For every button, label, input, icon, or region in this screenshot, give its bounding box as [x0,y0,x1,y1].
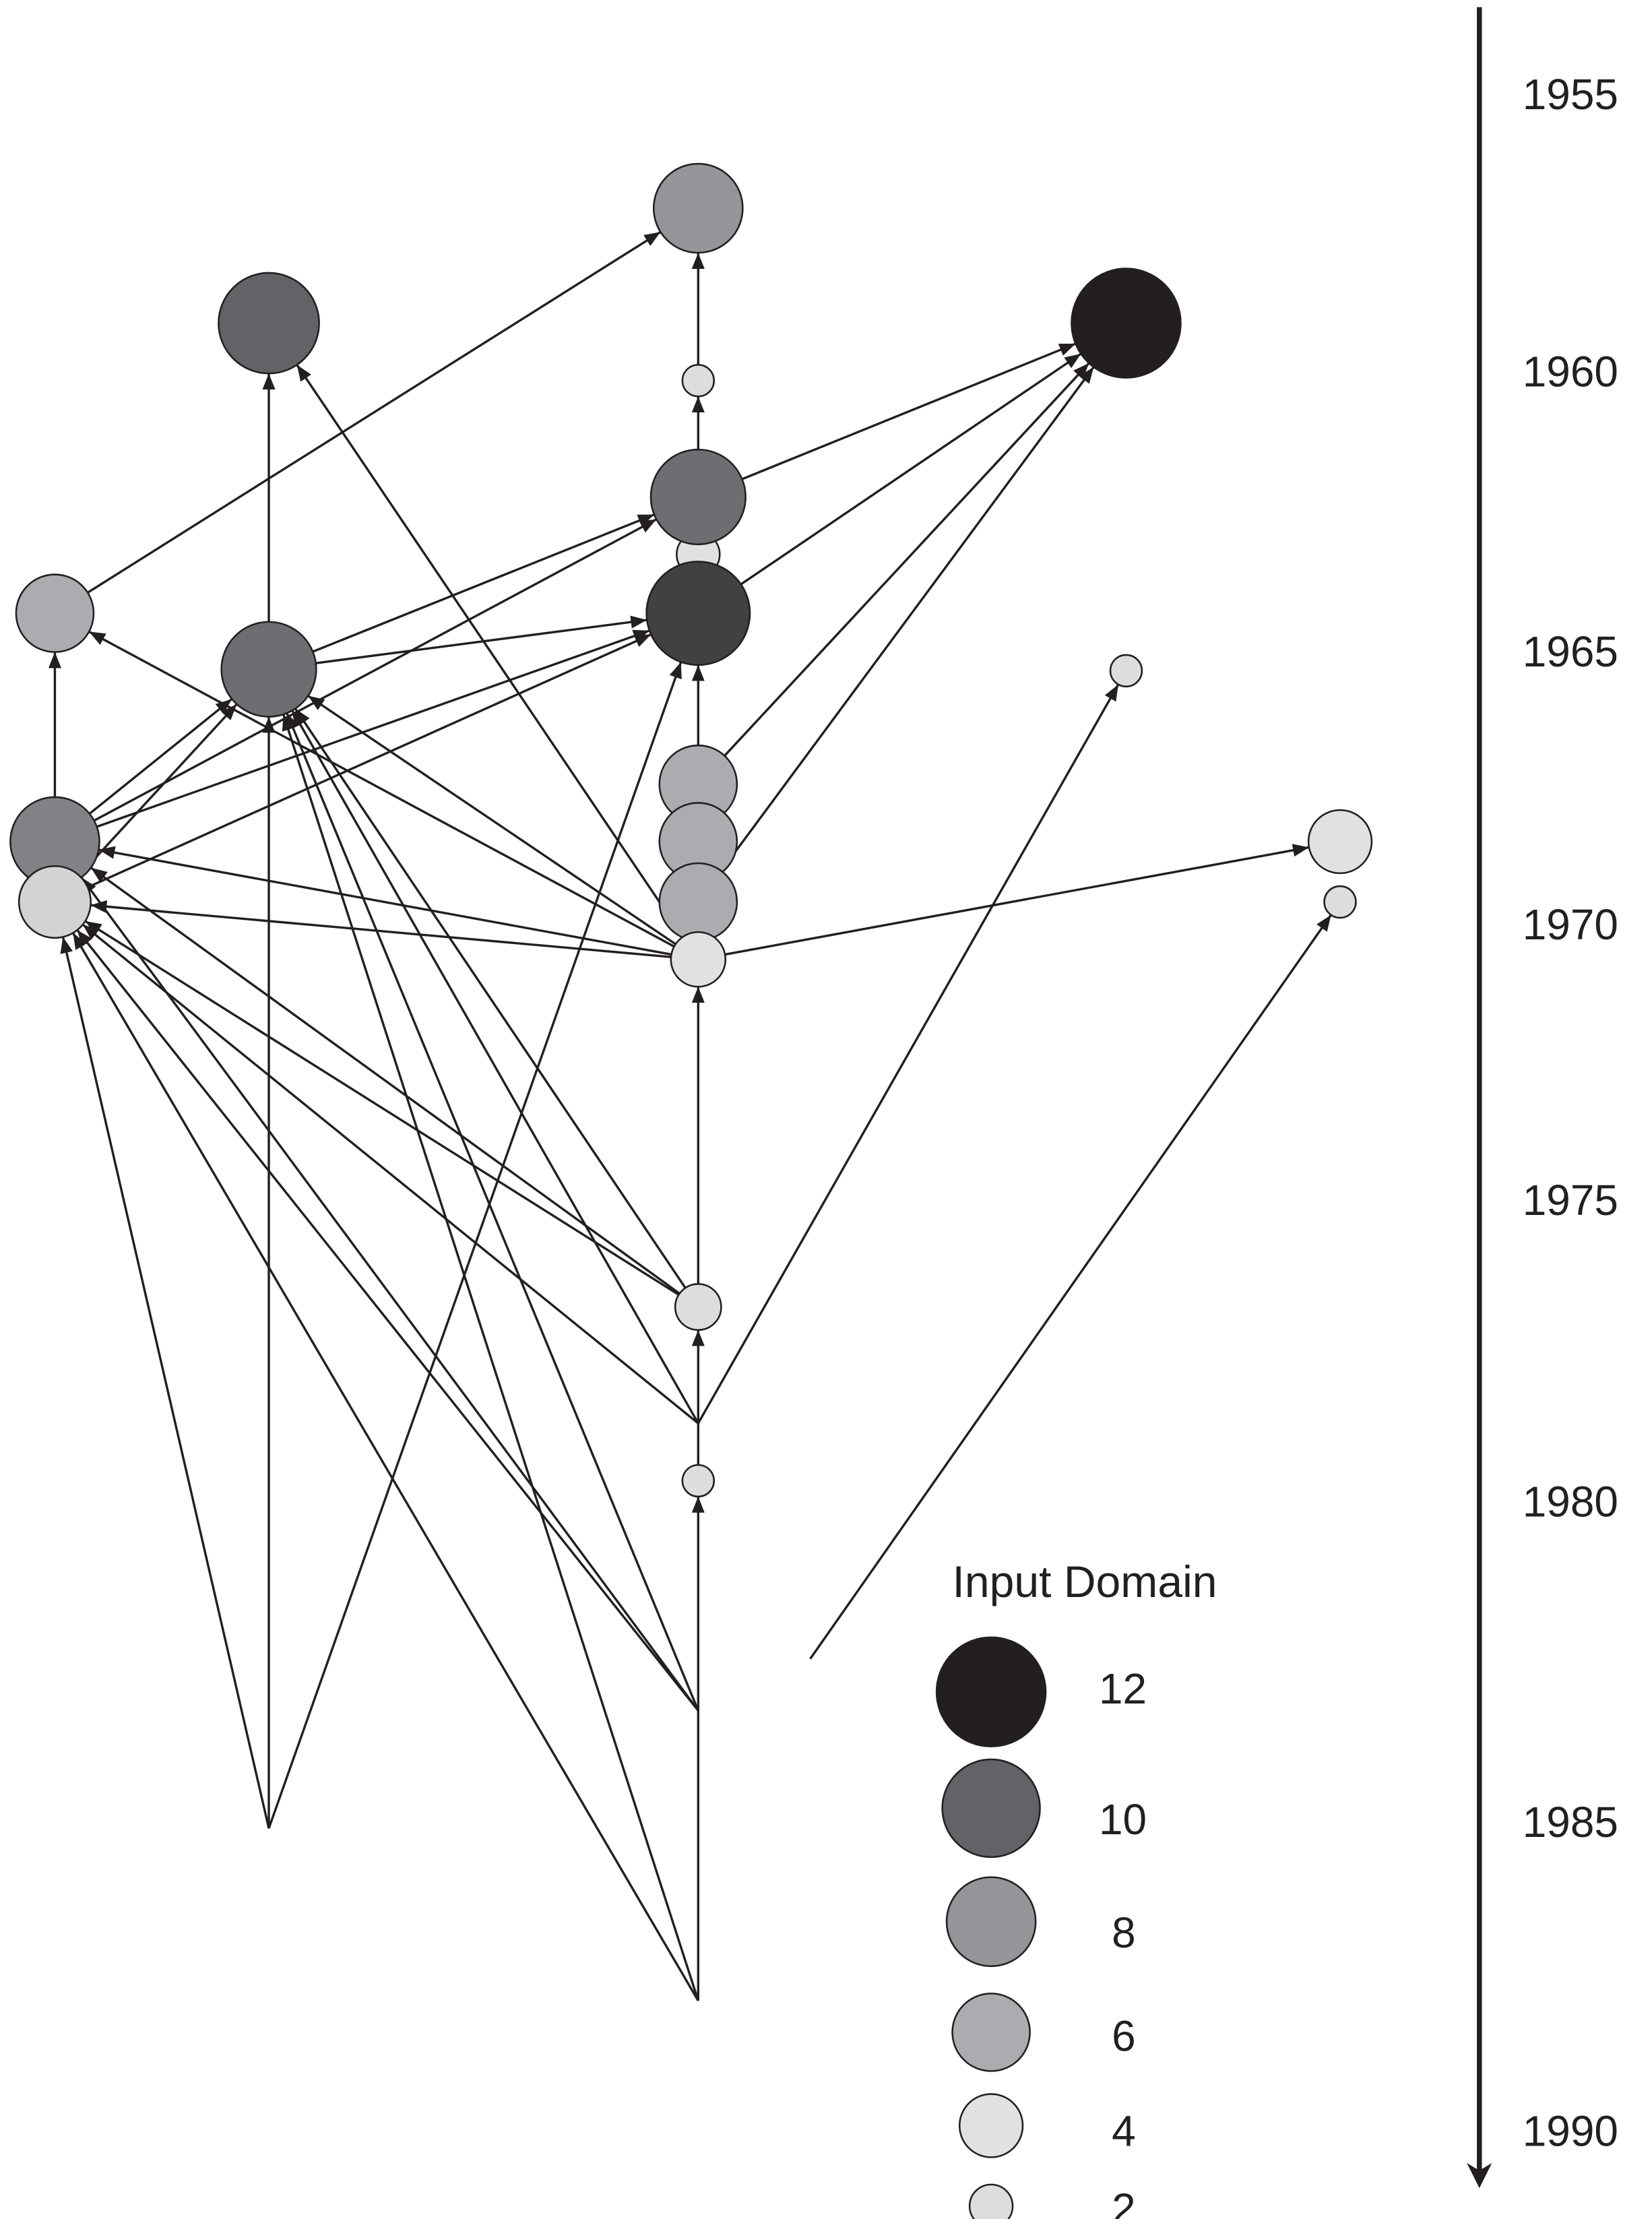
legend-label: 12 [1099,1664,1147,1713]
edge-X2-M [80,877,699,1712]
node-C [1071,268,1182,379]
edge-X3-G [267,661,682,1829]
edge-M-E [93,518,658,822]
edge-O-C [720,366,1095,872]
edge-X1-P [82,923,699,1425]
edge-E-C [741,342,1077,480]
edge-R-I [307,695,676,945]
edge-R-M [98,846,672,956]
legend-label: 6 [1112,2012,1136,2061]
timeline: 1955 1960 1965 1970 1975 1980 1985 1990 [1467,7,1618,2189]
edge-X2-I [286,712,699,1712]
legend-swatch-8 [945,1876,1037,1968]
edge-X3-P [60,937,270,1829]
node-R [670,931,727,988]
node-B [218,272,320,375]
legend-swatch-6 [951,1993,1031,2072]
edge-X4-P [71,932,699,2001]
legend-label: 8 [1112,1908,1136,1957]
legend-swatch-12 [935,1636,1047,1748]
edge-M-I [88,698,233,815]
edge-S-I [294,708,687,1289]
legend-label: 4 [1112,2106,1136,2155]
edge-R-P [90,900,672,958]
edge-I-G [315,615,647,664]
edge-R-B [296,364,685,938]
edge-K-C [724,362,1090,757]
year-label: 1960 [1523,347,1618,396]
node-S [674,1283,722,1331]
edge-R-N [724,844,1310,956]
edge-S-M [90,867,680,1294]
legend-swatch-10 [941,1758,1041,1858]
edge-X4-I [282,714,699,2001]
edge-P-G [87,633,652,889]
legend-label: 2 [1112,2184,1136,2219]
nodes-layer [9,162,1373,1498]
node-I [220,621,317,718]
edge-I-E [312,513,655,653]
node-Q [1323,885,1357,919]
node-N [1307,809,1373,875]
node-O [658,862,738,942]
year-label: 1980 [1523,1478,1618,1526]
edges-layer [48,230,1332,2001]
legend: Input Domain 12 10 8 6 4 2 [935,1557,1217,2219]
year-label: 1955 [1523,70,1618,119]
node-G [645,561,751,666]
edge-G-C [740,352,1082,586]
year-label: 1970 [1523,900,1618,949]
node-D [681,364,716,398]
node-P [18,865,92,939]
year-label: 1985 [1523,1798,1618,1846]
year-label: 1975 [1523,1176,1618,1224]
node-A [652,162,744,254]
edge-X2-P [76,929,699,1712]
legend-swatch-4 [958,2093,1024,2158]
edge-X1-I [291,710,699,1425]
legend-swatch-2 [968,2183,1014,2219]
year-label: 1990 [1523,2106,1618,2155]
legend-title: Input Domain [953,1557,1217,1607]
node-E [649,448,746,546]
edge-R-H [88,630,675,948]
node-J [1109,654,1143,688]
edge-S-P [84,920,680,1296]
edge-X1-J [697,683,1120,1425]
legend-label: 10 [1099,1795,1147,1844]
edge-H-A [87,230,662,594]
node-T [681,1464,716,1498]
year-label: 1965 [1523,627,1618,676]
edge-M-G [96,629,650,828]
node-H [15,573,95,653]
edge-X5-Q [809,914,1332,1660]
